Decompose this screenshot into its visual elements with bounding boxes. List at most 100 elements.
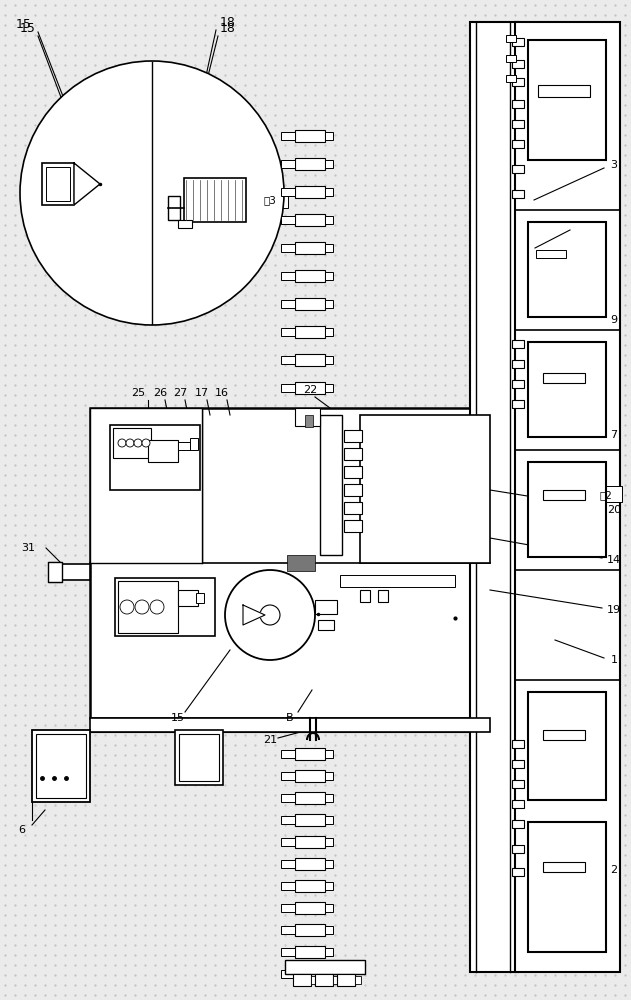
Bar <box>281 948 295 956</box>
Text: 9: 9 <box>610 315 618 325</box>
Bar <box>184 178 246 222</box>
Text: 图2: 图2 <box>599 490 613 500</box>
Bar <box>295 792 325 804</box>
Bar <box>196 593 204 603</box>
Bar <box>90 408 202 563</box>
Bar <box>470 22 518 972</box>
Bar <box>295 946 325 958</box>
Bar <box>295 902 325 914</box>
Bar <box>325 356 333 364</box>
Bar <box>295 748 325 760</box>
Bar <box>360 415 490 563</box>
Bar <box>295 214 325 226</box>
Bar <box>378 590 388 602</box>
Bar <box>281 838 295 846</box>
Bar <box>325 970 333 978</box>
Bar <box>512 190 524 198</box>
Bar <box>281 970 295 978</box>
Bar <box>281 860 295 868</box>
Bar <box>528 462 606 557</box>
Text: 17: 17 <box>195 388 209 398</box>
Bar <box>512 820 524 828</box>
Bar <box>512 800 524 808</box>
Bar <box>295 158 325 170</box>
Bar <box>178 220 192 228</box>
Bar <box>512 360 524 368</box>
Bar <box>295 382 325 394</box>
Bar <box>528 822 606 952</box>
Bar <box>287 555 315 571</box>
Bar <box>325 328 333 336</box>
Bar <box>281 160 295 168</box>
Bar <box>340 575 455 587</box>
Bar <box>281 356 295 364</box>
Bar <box>295 130 325 142</box>
Bar <box>325 772 333 780</box>
Bar <box>305 415 313 427</box>
Bar <box>281 904 295 912</box>
Bar <box>543 373 585 383</box>
Bar <box>515 22 620 972</box>
Polygon shape <box>243 605 265 625</box>
Bar <box>344 484 362 496</box>
Text: 26: 26 <box>153 388 167 398</box>
Text: 1: 1 <box>611 655 618 665</box>
Bar <box>281 216 295 224</box>
Bar <box>528 40 606 160</box>
Bar <box>325 132 333 140</box>
Text: 31: 31 <box>21 543 35 553</box>
Bar <box>325 216 333 224</box>
Bar <box>325 272 333 280</box>
Bar <box>178 442 190 450</box>
Text: 15: 15 <box>171 713 185 723</box>
Text: 20: 20 <box>607 505 621 515</box>
Bar <box>325 882 333 890</box>
Bar <box>543 730 585 740</box>
Bar <box>506 35 516 42</box>
Text: B: B <box>286 713 294 723</box>
Bar <box>148 440 178 462</box>
Bar <box>179 734 219 781</box>
Bar <box>512 60 524 68</box>
Bar <box>512 845 524 853</box>
Bar <box>293 974 311 986</box>
Bar <box>295 924 325 936</box>
Bar <box>90 718 490 732</box>
Text: 19: 19 <box>607 605 621 615</box>
Bar <box>543 490 585 500</box>
Circle shape <box>20 61 284 325</box>
Bar <box>325 838 333 846</box>
Bar <box>295 770 325 782</box>
Bar <box>512 740 524 748</box>
Bar <box>325 750 333 758</box>
Circle shape <box>142 439 150 447</box>
Bar <box>281 132 295 140</box>
Bar <box>315 600 337 614</box>
Bar <box>295 298 325 310</box>
Bar <box>281 926 295 934</box>
Circle shape <box>120 600 134 614</box>
Text: 18: 18 <box>220 15 236 28</box>
Bar <box>168 196 180 220</box>
Bar <box>325 160 333 168</box>
Bar <box>295 242 325 254</box>
Bar <box>281 750 295 758</box>
Text: 图3: 图3 <box>264 195 276 205</box>
Bar <box>325 816 333 824</box>
Text: 7: 7 <box>610 430 618 440</box>
Bar <box>190 438 198 450</box>
Bar <box>543 862 585 872</box>
Circle shape <box>135 600 149 614</box>
Bar <box>295 186 325 198</box>
Bar <box>512 38 524 46</box>
Circle shape <box>150 600 164 614</box>
Bar <box>325 300 333 308</box>
Polygon shape <box>74 163 100 205</box>
Bar <box>512 380 524 388</box>
Bar <box>281 300 295 308</box>
Bar <box>315 974 333 986</box>
Bar <box>32 730 90 802</box>
Text: 2: 2 <box>610 865 618 875</box>
Bar <box>594 486 622 502</box>
Bar <box>295 354 325 366</box>
